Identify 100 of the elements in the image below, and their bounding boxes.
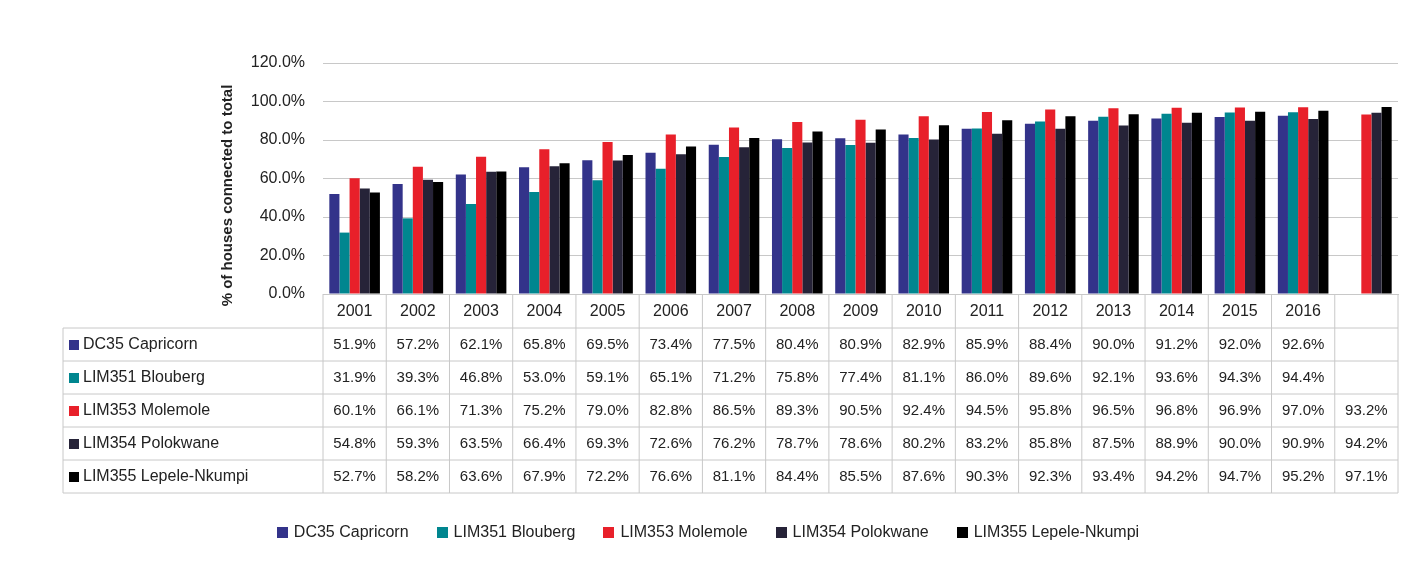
bar — [539, 149, 550, 294]
legend-label: LIM355 Lepele-Nkumpi — [83, 466, 249, 484]
y-tick-label: 80.0% — [259, 130, 305, 148]
bar — [1065, 116, 1076, 294]
bar — [1234, 107, 1245, 294]
bar — [898, 134, 909, 294]
data-label: 97.1% — [1345, 466, 1388, 484]
data-label: 94.2% — [1155, 466, 1198, 484]
data-label: 76.2% — [712, 433, 756, 451]
bar — [1381, 107, 1392, 294]
x-tick-label: 2005 — [589, 302, 626, 320]
data-label: 92.4% — [902, 400, 946, 418]
data-label: 51.9% — [333, 334, 376, 352]
x-tick-label: 2012 — [1032, 302, 1069, 320]
bar — [1298, 107, 1309, 294]
bar — [1055, 128, 1066, 294]
bar — [1244, 120, 1256, 294]
bar — [622, 155, 633, 294]
data-label: 78.7% — [775, 433, 819, 451]
y-tick-label: 100.0% — [250, 91, 305, 109]
data-label: 92.1% — [1092, 367, 1135, 385]
bar — [875, 129, 886, 294]
bar — [1118, 125, 1129, 294]
bar — [749, 137, 760, 294]
bar — [908, 137, 919, 294]
y-tick-label: 20.0% — [259, 245, 305, 263]
bar — [529, 191, 540, 294]
bar — [592, 180, 603, 294]
y-tick-label: 40.0% — [259, 207, 305, 225]
bar — [329, 194, 340, 294]
data-label: 53.0% — [523, 367, 566, 385]
data-label: 87.5% — [1092, 433, 1135, 451]
bar — [496, 171, 507, 294]
x-tick-label: 2007 — [716, 302, 752, 320]
data-label: 92.3% — [1028, 466, 1072, 484]
x-tick-label: 2013 — [1095, 302, 1132, 320]
bar — [369, 192, 380, 294]
bar — [1151, 118, 1162, 294]
bar — [612, 160, 623, 294]
data-label: 60.1% — [333, 400, 376, 418]
data-label: 90.0% — [1218, 433, 1262, 451]
legend-label: LIM354 Polokwane — [83, 433, 220, 451]
bar — [645, 152, 656, 294]
bar — [1161, 113, 1172, 294]
bar — [433, 181, 444, 294]
bar — [655, 168, 666, 294]
data-label: 94.3% — [1218, 367, 1262, 385]
bar — [1045, 109, 1056, 294]
data-label: 95.2% — [1281, 466, 1325, 484]
bar — [1361, 114, 1372, 294]
bar — [349, 178, 360, 294]
data-label: 71.2% — [712, 367, 756, 385]
x-tick-label: 2003 — [463, 302, 499, 320]
data-label: 96.9% — [1218, 400, 1262, 418]
data-label: 86.0% — [965, 367, 1009, 385]
data-label: 81.1% — [712, 466, 756, 484]
x-tick-label: 2011 — [969, 302, 1005, 320]
y-tick-label: 60.0% — [259, 168, 305, 186]
bar — [422, 179, 434, 294]
bar — [519, 167, 530, 294]
x-tick-label: 2009 — [842, 302, 879, 320]
data-label: 72.6% — [649, 433, 693, 451]
bar — [675, 154, 686, 294]
data-label: 84.4% — [775, 466, 819, 484]
bar — [1035, 121, 1046, 294]
bar — [938, 125, 950, 294]
bar — [1277, 115, 1288, 294]
data-label: 90.9% — [1281, 433, 1325, 451]
y-axis-title: % of houses connected to total — [218, 84, 236, 307]
bar — [392, 183, 403, 294]
data-label: 31.9% — [333, 367, 376, 385]
data-label: 79.0% — [586, 400, 629, 418]
data-label: 78.6% — [839, 433, 882, 451]
data-label: 92.0% — [1218, 334, 1262, 352]
data-label: 82.9% — [902, 334, 946, 352]
bar — [992, 133, 1003, 294]
bar — [1287, 112, 1299, 294]
bar — [771, 139, 783, 294]
bar — [971, 128, 982, 294]
bar — [918, 116, 929, 294]
data-label: 91.2% — [1155, 334, 1198, 352]
bar — [602, 141, 613, 294]
bar — [739, 147, 750, 294]
x-tick-label: 2010 — [905, 302, 942, 320]
data-label: 94.4% — [1281, 367, 1325, 385]
text: LIM351 Blouberg — [453, 523, 576, 540]
data-label: 81.1% — [902, 367, 946, 385]
legend-label: DC35 Capricorn — [83, 334, 198, 352]
data-label: 58.2% — [396, 466, 440, 484]
data-label: 95.8% — [1028, 400, 1072, 418]
data-label: 87.6% — [902, 466, 946, 484]
bar — [961, 128, 972, 294]
bar — [685, 146, 697, 294]
bar — [1088, 120, 1099, 294]
x-tick-label: 2001 — [336, 302, 373, 320]
data-label: 65.8% — [523, 334, 566, 352]
data-label: 88.9% — [1155, 433, 1198, 451]
bar — [1214, 116, 1225, 294]
data-label: 97.0% — [1281, 400, 1325, 418]
text: LIM354 Polokwane — [792, 523, 929, 540]
